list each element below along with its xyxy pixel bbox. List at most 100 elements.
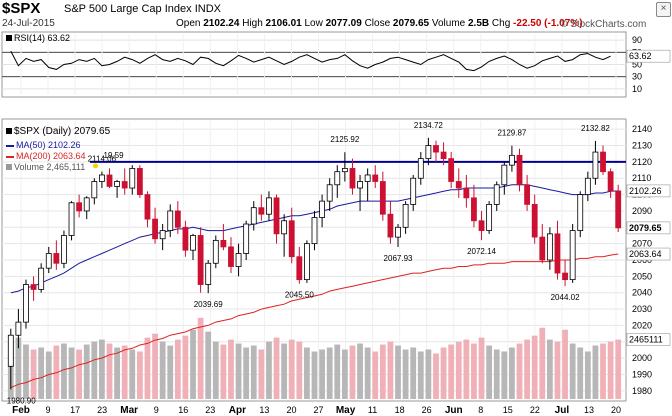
annotation-label: 2129.87 bbox=[497, 129, 526, 138]
price-legend-swatch bbox=[6, 128, 12, 134]
candle-body bbox=[136, 168, 143, 195]
candle-body bbox=[144, 194, 151, 220]
volume-bar bbox=[524, 339, 530, 399]
volume-bar bbox=[607, 341, 614, 399]
annotation-label: 2039.69 bbox=[194, 300, 223, 309]
candlesticks bbox=[7, 137, 622, 390]
rsi-legend: RSI(14) 63.62 bbox=[6, 33, 70, 43]
close-button[interactable]: × bbox=[656, 2, 671, 17]
candle-body bbox=[402, 203, 409, 228]
candle-body bbox=[417, 158, 424, 179]
candle-body bbox=[455, 181, 462, 189]
volume-bar bbox=[531, 335, 538, 399]
price-tick-label: 2070 bbox=[632, 239, 652, 249]
candle-body bbox=[379, 181, 386, 215]
x-tick-label: Jul bbox=[555, 405, 570, 416]
volume-bar bbox=[152, 333, 158, 399]
candle-body bbox=[121, 181, 128, 189]
rsi-tick-label: 90 bbox=[632, 35, 642, 45]
ma50-value-tag-box bbox=[626, 184, 671, 198]
volume-bar bbox=[311, 351, 318, 399]
candle-body bbox=[569, 230, 576, 281]
volume-value-tag: 2465111 bbox=[629, 335, 663, 345]
price-legend-symbol: $SPX (Daily) 2079.65 bbox=[6, 126, 110, 137]
candle-body bbox=[463, 187, 470, 199]
candle-body bbox=[615, 190, 622, 229]
candle-body bbox=[53, 253, 60, 264]
volume-bar bbox=[493, 349, 500, 399]
candle-body bbox=[220, 239, 227, 248]
volume-bar bbox=[190, 329, 196, 399]
annotation-label: 19.59 bbox=[104, 151, 125, 160]
volume-bar bbox=[577, 347, 584, 399]
annotation-label: 1980.90 bbox=[7, 396, 36, 405]
candle-body bbox=[562, 272, 568, 281]
candle-body bbox=[83, 197, 90, 212]
rsi-polyline bbox=[10, 50, 611, 72]
candle-body bbox=[212, 239, 219, 264]
candle-body bbox=[341, 168, 348, 173]
credit-text: © StockCharts.com bbox=[560, 19, 647, 30]
volume-bar bbox=[250, 345, 257, 399]
candle-body bbox=[311, 217, 318, 245]
candle-body bbox=[106, 174, 113, 187]
volume-bar bbox=[569, 343, 576, 399]
volume-bar bbox=[167, 345, 174, 399]
volume-bar bbox=[501, 351, 508, 399]
volume-bar bbox=[281, 343, 288, 399]
volume-bar bbox=[554, 341, 561, 399]
volume-bar bbox=[243, 347, 250, 399]
x-tick-label: 23 bbox=[97, 405, 107, 415]
candle-body bbox=[167, 210, 174, 231]
price-tick-label: 1990 bbox=[632, 369, 652, 379]
volume-bar bbox=[546, 339, 553, 399]
volume-legend-swatch bbox=[6, 164, 12, 170]
ma50-legend-swatch bbox=[6, 144, 14, 147]
candle-body bbox=[319, 200, 325, 218]
high-label: High bbox=[242, 18, 263, 29]
price-tick-label: 2050 bbox=[632, 271, 652, 281]
candle-body bbox=[61, 235, 67, 264]
index-name: S&P 500 Large Cap Index bbox=[64, 3, 192, 15]
volume-bar bbox=[205, 331, 212, 399]
x-tick-label: Apr bbox=[229, 405, 246, 416]
ma200-legend-label: MA(200) 2063.64 bbox=[16, 151, 86, 161]
axis-labels: 1030507090198019902000201020202030204020… bbox=[12, 35, 671, 416]
rsi-legend-label: RSI(14) 63.62 bbox=[14, 33, 71, 43]
x-tick-label: 11 bbox=[368, 405, 377, 415]
volume-bars bbox=[7, 317, 622, 399]
candle-body bbox=[364, 174, 371, 182]
candle-body bbox=[266, 197, 272, 215]
close-value: 2079.65 bbox=[392, 18, 430, 29]
chg-label: Chg bbox=[491, 18, 511, 29]
low-label: Low bbox=[304, 18, 323, 29]
candle-body bbox=[387, 213, 394, 238]
x-tick-label: Feb bbox=[12, 405, 30, 416]
price-tick-label: 1980 bbox=[632, 386, 652, 396]
volume-bar bbox=[121, 345, 128, 399]
volume-bar bbox=[235, 343, 242, 399]
annotation-label: 2134.72 bbox=[414, 121, 443, 130]
candle-body bbox=[357, 181, 363, 189]
candle-body bbox=[182, 226, 189, 251]
candle-body bbox=[99, 174, 105, 182]
volume-bar bbox=[114, 347, 120, 399]
candle-body bbox=[440, 151, 447, 160]
candle-body bbox=[243, 223, 250, 254]
x-tick-label: 20 bbox=[611, 405, 621, 415]
candle-body bbox=[152, 218, 158, 240]
volume-bar bbox=[197, 317, 204, 399]
ticker-symbol: $SPX bbox=[2, 0, 41, 17]
resistance-touch-marker bbox=[93, 163, 98, 169]
volume-bar bbox=[129, 349, 136, 399]
candle-body bbox=[395, 226, 401, 238]
price-legend-label: $SPX (Daily) 2079.65 bbox=[14, 126, 111, 137]
candle-body bbox=[273, 197, 280, 235]
quote-summary: Open 2102.24 High 2106.01 Low 2077.09 Cl… bbox=[176, 18, 583, 29]
volume-bar bbox=[61, 343, 67, 399]
candle-body bbox=[288, 220, 295, 258]
x-tick-label: 15 bbox=[503, 405, 513, 415]
volume-bar bbox=[562, 329, 568, 399]
volume-bar bbox=[91, 341, 98, 399]
volume-bar bbox=[584, 351, 591, 399]
